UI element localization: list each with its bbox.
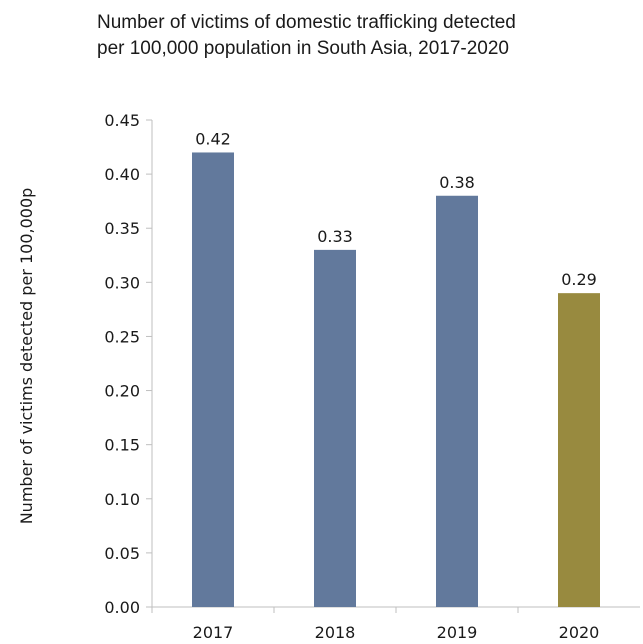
chart-title-line-2: per 100,000 population in South Asia, 20… xyxy=(97,38,509,59)
y-tick-label: 0.35 xyxy=(104,219,140,238)
value-label-2019: 0.38 xyxy=(439,173,475,192)
y-tick-label: 0.40 xyxy=(104,165,140,184)
bar-2017 xyxy=(192,152,234,607)
y-tick-label: 0.25 xyxy=(104,327,140,346)
y-tick-label: 0.30 xyxy=(104,273,140,292)
y-tick-label: 0.15 xyxy=(104,436,140,455)
value-label-2020: 0.29 xyxy=(561,270,597,289)
chart-title-line-1: Number of victims of domestic traffickin… xyxy=(97,12,516,33)
y-axis-ticks: 0.00 0.05 0.10 0.15 0.20 0.25 0.30 0.35 0.40 0.45 xyxy=(104,111,152,617)
x-tick-label-2020: 2020 xyxy=(559,623,600,642)
x-axis-ticks: 2017 2018 2019 2020 xyxy=(151,607,600,642)
x-tick-label-2017: 2017 xyxy=(193,623,234,642)
bar-2019 xyxy=(436,195,478,607)
y-tick-label: 0.10 xyxy=(104,490,140,509)
y-tick-label: 0.45 xyxy=(104,111,140,130)
bars xyxy=(192,152,600,607)
y-tick-label: 0.00 xyxy=(104,598,140,617)
x-tick-label-2019: 2019 xyxy=(437,623,478,642)
value-label-2018: 0.33 xyxy=(317,227,353,246)
value-labels: 0.42 0.33 0.38 0.29 xyxy=(195,129,597,289)
bar-2018 xyxy=(314,249,356,607)
y-tick-label: 0.20 xyxy=(104,382,140,401)
bar-2020 xyxy=(558,293,600,607)
value-label-2017: 0.42 xyxy=(195,129,231,148)
x-tick-label-2018: 2018 xyxy=(315,623,356,642)
y-tick-label: 0.05 xyxy=(104,544,140,563)
y-axis-label: Number of victims detected per 100,000p xyxy=(17,188,36,525)
